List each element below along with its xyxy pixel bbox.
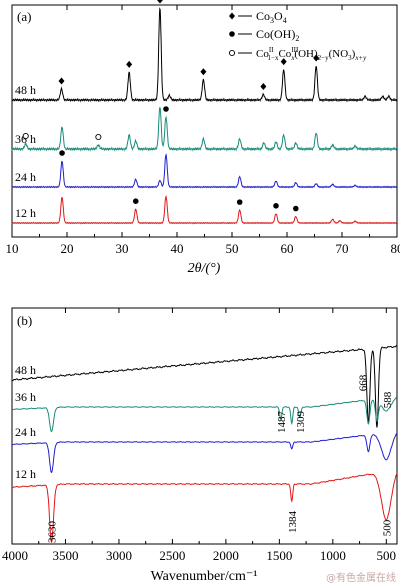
ftir-band-label: 1487 [276, 411, 288, 434]
ftir-tick-label: 1500 [266, 548, 292, 563]
ftir-series-label: 24 h [15, 425, 36, 439]
co-oh2-peak-marker [273, 203, 279, 209]
co3o4-peak-marker [58, 77, 65, 85]
xrd-tick-label: 20 [61, 241, 74, 256]
ftir-series-label: 36 h [15, 390, 36, 404]
legend-marker-co3o4 [229, 12, 235, 20]
ftir-tick-label: 4000 [2, 548, 28, 563]
legend-marker-co-oh2 [229, 31, 235, 37]
xrd-panel: (a) Co3O4 Co(OH)2 CoII 1−xCoIII x(OH)2−y(NO3… [6, 0, 400, 276]
co3o4-peak-marker [260, 82, 267, 90]
xrd-x-axis: 10 20 30 40 50 60 70 80 [6, 5, 400, 256]
lds-peak-marker [22, 132, 29, 140]
ftir-tick-label: 2000 [213, 548, 239, 563]
co3o4-peak-marker [156, 0, 163, 4]
co-oh2-peak-marker [163, 106, 169, 112]
xrd-series-line [11, 153, 397, 189]
legend-entry-co-oh2: Co(OH)2 [256, 27, 299, 43]
ftir-panel-label: (b) [17, 313, 32, 328]
ftir-series-label: 48 h [15, 363, 36, 377]
co-oh2-peak-marker [236, 199, 243, 205]
co-oh2-peak-marker [293, 205, 299, 212]
ftir-plot-frame [11, 307, 398, 545]
ftir-tick-label: 500 [377, 548, 397, 563]
ftir-series-group: 48 h 36 h 24 h 12 h 668 588 1487 1309 3630 1384 50… [11, 345, 398, 544]
ftir-tick-label: 1000 [320, 548, 346, 563]
xrd-tick-label: 60 [281, 241, 294, 256]
xrd-series-line [11, 195, 397, 225]
xrd-tick-label: 40 [171, 241, 184, 256]
ftir-series-label: 12 h [15, 467, 36, 481]
xrd-series-group: 48 h36 h24 h12 h [11, 0, 398, 225]
co3o4-peak-marker [313, 54, 320, 62]
xrd-series-label: 12 h [15, 206, 36, 220]
xrd-series-line [11, 7, 398, 103]
ftir-series-line [11, 472, 398, 543]
ftir-x-axis: 4000 3500 3000 2500 2000 1500 1000 500 [2, 308, 396, 563]
xrd-plot-frame [11, 4, 398, 238]
ftir-band-label: 588 [382, 391, 394, 408]
xrd-legend: Co3O4 Co(OH)2 CoII 1−xCoIII x(OH)2−y(NO3)x+y [228, 9, 367, 62]
xrd-tick-label: 70 [336, 241, 349, 256]
xrd-tick-label: 10 [6, 241, 19, 256]
xrd-tick-label: 50 [226, 241, 239, 256]
xrd-series-line [11, 106, 398, 152]
ftir-tick-label: 3000 [106, 548, 132, 563]
ftir-series-line [11, 345, 397, 428]
co3o4-peak-marker [200, 68, 207, 76]
ftir-series-line [11, 432, 398, 474]
ftir-band-label: 668 [357, 374, 369, 391]
co-oh2-peak-marker [132, 198, 139, 204]
xrd-series-label: 24 h [15, 170, 36, 184]
co-oh2-peak-marker [59, 150, 65, 156]
xrd-tick-label: 80 [391, 241, 400, 256]
co3o4-peak-marker [126, 60, 133, 68]
watermark: @有色金属在线 [326, 573, 396, 584]
xrd-panel-label: (a) [17, 9, 31, 24]
ftir-panel: (b) 48 h 36 h 24 h 12 h 668 588 1487 1309 3630 13… [2, 307, 398, 584]
lds-peak-marker [95, 133, 102, 141]
co3o4-peak-marker [280, 58, 287, 66]
xrd-tick-label: 30 [116, 241, 129, 256]
ftir-band-label: 1309 [295, 411, 307, 434]
legend-entry-lds: CoII 1−xCoIII x(OH)2−y(NO3)x+y [256, 46, 367, 62]
ftir-band-label: 500 [381, 519, 393, 536]
ftir-band-label: 1384 [287, 511, 299, 534]
legend-marker-lds [228, 49, 236, 57]
xrd-series-label: 48 h [15, 83, 36, 97]
legend-entry-co3o4: Co3O4 [256, 9, 287, 25]
ftir-series-line [11, 396, 398, 433]
ftir-tick-label: 2500 [159, 548, 185, 563]
xrd-x-axis-label: 2θ/(°) [188, 261, 221, 276]
ftir-band-label: 3630 [47, 521, 59, 544]
ftir-x-axis-label: Wavenumber/cm⁻¹ [151, 569, 258, 584]
ftir-tick-label: 3500 [52, 548, 78, 563]
